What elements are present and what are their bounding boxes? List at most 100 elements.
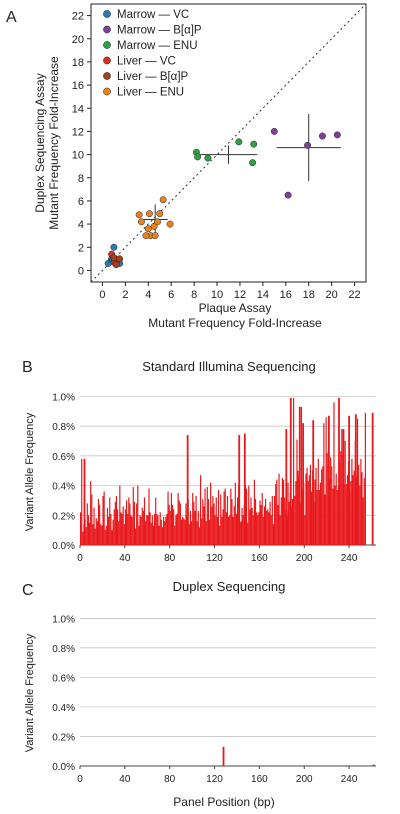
vaf-bar — [201, 518, 203, 545]
vaf-bar — [152, 525, 155, 545]
vaf-bar — [199, 475, 202, 545]
vaf-bar — [113, 509, 115, 545]
vaf-peak-bar — [342, 429, 345, 545]
vaf-bar — [266, 510, 268, 545]
y-tick-label: 0.8% — [52, 644, 75, 655]
legend-marker — [103, 56, 111, 65]
vaf-bar — [150, 522, 152, 545]
vaf-bar — [245, 488, 248, 545]
vaf-bar — [114, 501, 116, 545]
scatter-point — [151, 232, 159, 240]
vaf-bar — [341, 429, 343, 545]
vaf-bar — [155, 497, 157, 545]
vaf-bar — [267, 509, 269, 545]
vaf-bar — [352, 475, 354, 545]
vaf-bar — [214, 515, 216, 545]
scatter-point — [319, 132, 326, 140]
vaf-bar — [273, 495, 276, 545]
vaf-bar — [253, 479, 255, 545]
vaf-bar — [331, 466, 333, 545]
y-tick-label: 0.8% — [52, 422, 75, 433]
legend-marker — [103, 41, 111, 49]
vaf-bar — [206, 487, 208, 545]
panel-b-bars — [80, 397, 374, 545]
vaf-bar — [168, 504, 170, 545]
vaf-bar — [222, 509, 224, 545]
panel-a-x-tick-label: 8 — [191, 289, 197, 301]
vaf-bar — [208, 519, 211, 545]
x-tick-label: 80 — [164, 553, 176, 564]
x-tick-label: 0 — [77, 774, 83, 785]
vaf-bar — [178, 500, 180, 545]
panel-a-y-tick-label: 20 — [72, 34, 84, 46]
x-tick-label: 200 — [296, 774, 313, 785]
vaf-bar — [132, 487, 134, 545]
vaf-bar — [333, 402, 335, 545]
vaf-bar — [117, 509, 119, 545]
vaf-bar — [254, 498, 257, 545]
vaf-bar — [109, 497, 111, 545]
vaf-bar — [96, 521, 98, 545]
vaf-bar — [205, 521, 207, 545]
vaf-bar — [149, 512, 151, 545]
y-tick-label: 1.0% — [52, 392, 75, 403]
vaf-bar — [105, 525, 107, 545]
vaf-bar — [164, 521, 166, 545]
panel-a-y-tick-label: 6 — [78, 196, 84, 208]
vaf-bar — [85, 527, 87, 545]
legend-entry: Liver — ENU — [117, 87, 184, 99]
vaf-bar — [232, 516, 234, 545]
y-tick-label: 0.4% — [52, 482, 75, 493]
vaf-bar — [317, 458, 319, 545]
panel-a-y-tick-label: 8 — [78, 173, 84, 185]
vaf-bar — [192, 493, 194, 545]
vaf-bar — [270, 515, 272, 545]
panel-a-y-tick-label: 0 — [78, 265, 84, 277]
vaf-bar — [324, 494, 326, 545]
vaf-bar — [140, 516, 142, 545]
vaf-bar — [137, 485, 139, 545]
vaf-bar — [118, 521, 120, 545]
scatter-point — [204, 154, 212, 162]
scatter-point — [304, 141, 312, 149]
vaf-bar — [123, 524, 125, 545]
vaf-bar — [169, 510, 171, 545]
vaf-bar — [179, 503, 181, 545]
vaf-bar — [293, 397, 295, 545]
vaf-bar — [101, 525, 103, 545]
x-tick-label: 80 — [164, 774, 176, 785]
vaf-bar — [121, 513, 123, 545]
vaf-bar — [156, 513, 158, 545]
vaf-bar — [223, 491, 225, 545]
vaf-bar — [213, 503, 215, 545]
vaf-bar — [240, 521, 242, 545]
vaf-bar — [248, 485, 250, 545]
panel-c-bars — [222, 746, 375, 766]
scatter-point — [166, 220, 174, 228]
vaf-peak-bar — [298, 406, 301, 545]
vaf-bar — [146, 515, 148, 545]
vaf-bar — [145, 521, 147, 545]
vaf-bar — [104, 530, 106, 545]
vaf-bar — [202, 498, 204, 545]
vaf-bar — [215, 497, 217, 545]
vaf-bar — [304, 515, 306, 545]
panel-c-title: Duplex Sequencing — [173, 579, 286, 594]
y-tick-label: 1.0% — [52, 614, 75, 625]
vaf-bar — [359, 485, 361, 545]
vaf-bar — [275, 484, 277, 545]
vaf-bar — [340, 451, 342, 545]
vaf-bar — [207, 498, 209, 545]
vaf-bar — [165, 516, 167, 545]
vaf-peak-bar — [238, 435, 241, 545]
scatter-point — [110, 254, 118, 262]
vaf-bar — [133, 501, 135, 545]
vaf-bar — [296, 439, 298, 545]
vaf-bar — [80, 512, 82, 545]
panel-a-x-tick-label: 4 — [145, 289, 151, 301]
vaf-bar — [92, 524, 94, 545]
scatter-point — [250, 140, 258, 148]
legend-marker — [103, 10, 111, 18]
vaf-bar — [308, 475, 310, 545]
vaf-bar — [350, 481, 352, 545]
